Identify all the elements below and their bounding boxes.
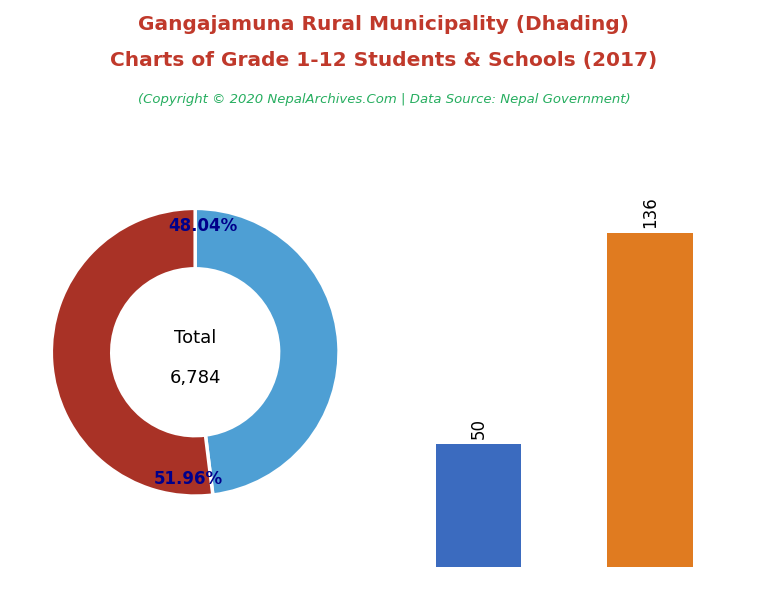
Wedge shape bbox=[51, 208, 213, 496]
Text: 50: 50 bbox=[469, 418, 488, 439]
Wedge shape bbox=[195, 208, 339, 495]
Text: 48.04%: 48.04% bbox=[167, 217, 237, 235]
Text: 51.96%: 51.96% bbox=[154, 470, 223, 488]
Bar bbox=[607, 233, 693, 567]
Text: 136: 136 bbox=[641, 196, 659, 228]
Bar bbox=[435, 444, 521, 567]
Text: Gangajamuna Rural Municipality (Dhading): Gangajamuna Rural Municipality (Dhading) bbox=[138, 15, 630, 34]
Text: Charts of Grade 1-12 Students & Schools (2017): Charts of Grade 1-12 Students & Schools … bbox=[111, 51, 657, 70]
Text: Total: Total bbox=[174, 329, 217, 347]
Text: (Copyright © 2020 NepalArchives.Com | Data Source: Nepal Government): (Copyright © 2020 NepalArchives.Com | Da… bbox=[137, 93, 631, 106]
Legend: Male Students (3,259), Female Students (3,525): Male Students (3,259), Female Students (… bbox=[0, 596, 223, 597]
Text: 6,784: 6,784 bbox=[170, 369, 221, 387]
